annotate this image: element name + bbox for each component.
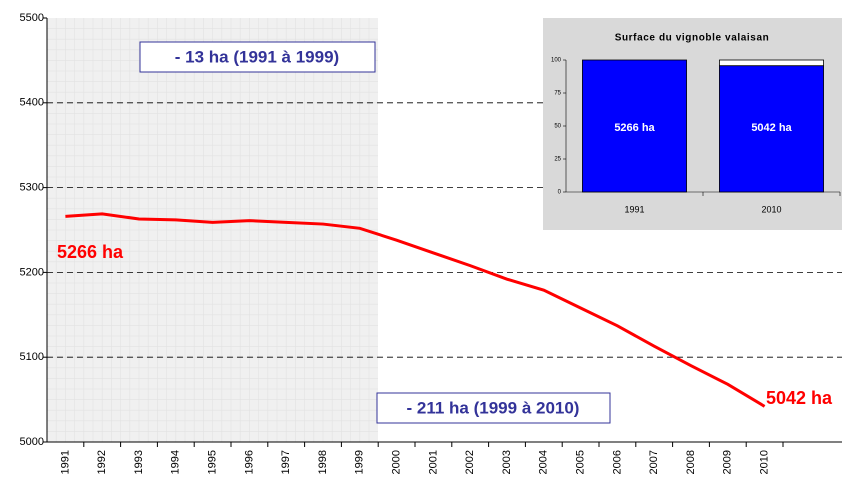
bar — [719, 59, 824, 67]
x-tick-label: 2005 — [575, 450, 587, 474]
annotation: - 211 ha (1999 à 2010) — [407, 398, 580, 417]
x-tick-label: 1995 — [207, 450, 219, 474]
y-tick-label: 0 — [558, 190, 562, 196]
x-tick-label: 2001 — [427, 450, 439, 474]
bar — [582, 59, 687, 193]
x-tick-label: 2003 — [501, 450, 513, 474]
x-tick-label: 1992 — [96, 450, 108, 474]
y-tick-label: 5400 — [20, 97, 44, 109]
y-tick-label: 100 — [551, 58, 562, 64]
x-tick-label: 1994 — [170, 450, 182, 474]
bar-annotation: 5266 ha — [614, 122, 655, 134]
y-tick-label: 50 — [554, 124, 561, 130]
x-tick-label: 1991 — [624, 204, 644, 214]
y-tick-label: 5300 — [20, 182, 44, 194]
x-tick-label: 2000 — [391, 450, 403, 474]
x-tick-label: 2007 — [648, 450, 660, 474]
annotation-box — [376, 392, 611, 424]
x-tick-label: 2010 — [761, 204, 781, 214]
y-tick-label: 75 — [554, 91, 561, 97]
x-tick-label: 1996 — [243, 450, 255, 474]
y-tick-label: 5100 — [20, 351, 44, 363]
y-tick-label: 5000 — [20, 436, 44, 448]
y-tick-label: 5200 — [20, 266, 44, 278]
x-tick-label: 2010 — [759, 450, 771, 474]
inset-title: Surface du vignoble valaisan — [615, 33, 770, 44]
x-tick-label: 1991 — [59, 450, 71, 474]
x-tick-label: 2006 — [611, 450, 623, 474]
bar-annotation: 5042 ha — [751, 122, 792, 134]
x-tick-label: 1999 — [354, 450, 366, 474]
annotation: 5042 ha — [766, 388, 833, 408]
x-tick-label: 2002 — [464, 450, 476, 474]
x-tick-label: 2008 — [685, 450, 697, 474]
annotation-box — [139, 41, 376, 73]
x-tick-label: 2009 — [722, 450, 734, 474]
y-tick-label: 25 — [554, 157, 561, 163]
x-tick-label: 1998 — [317, 450, 329, 474]
x-tick-label: 1993 — [133, 450, 145, 474]
x-tick-label: 2004 — [538, 450, 550, 474]
y-tick-label: 5500 — [20, 12, 44, 24]
x-tick-label: 1997 — [280, 450, 292, 474]
data-line — [65, 212, 766, 408]
annotation: - 13 ha (1991 à 1999) — [175, 47, 339, 66]
annotation: 5266 ha — [57, 242, 124, 262]
